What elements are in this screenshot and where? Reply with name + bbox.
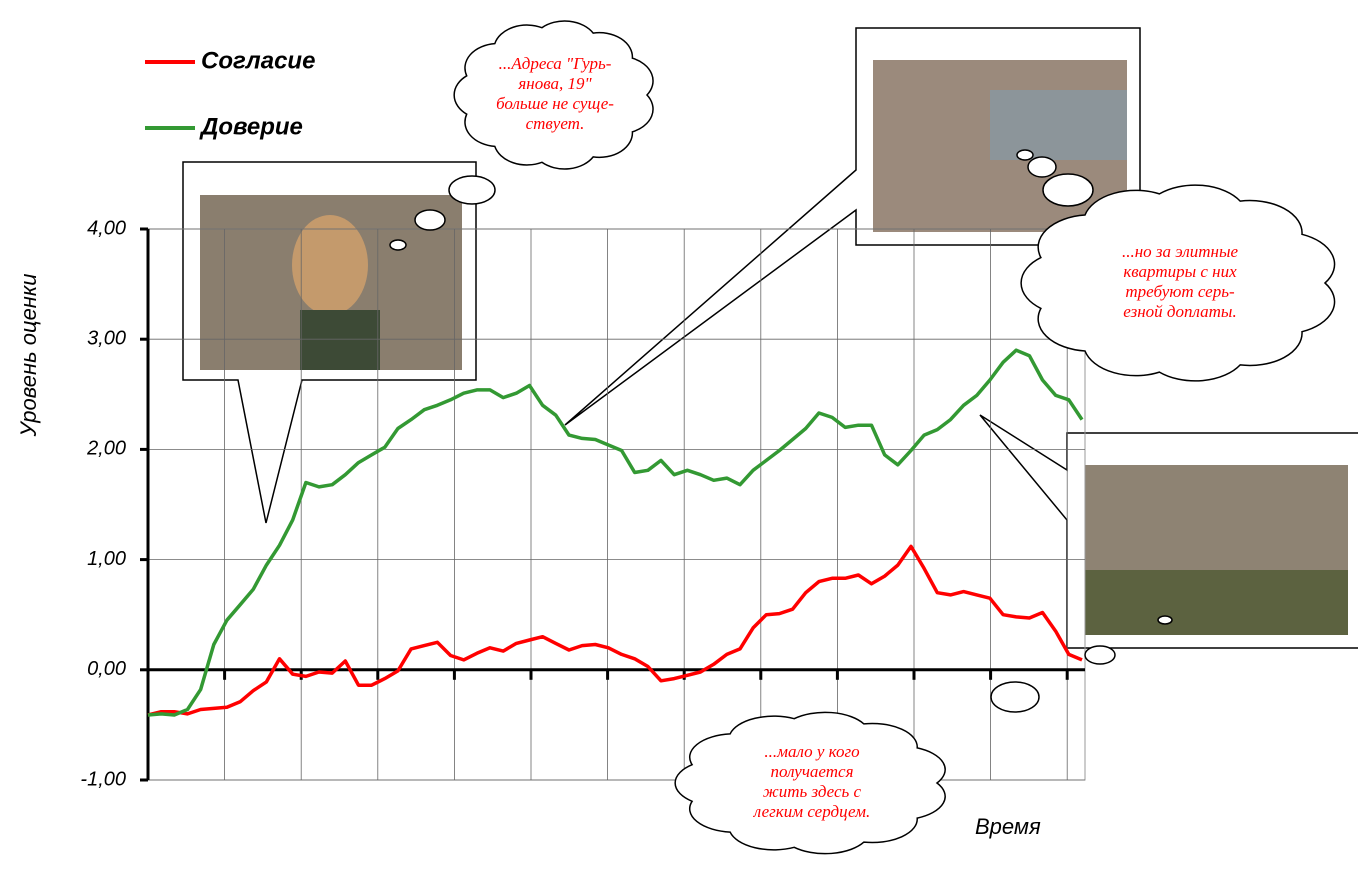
y-axis-label: Уровень оценки: [16, 273, 41, 437]
photo: [300, 310, 380, 370]
thought-bubble: [1042, 173, 1094, 207]
y-tick-label: 0,00: [87, 658, 126, 680]
annotation-text: езной доплаты.: [1123, 302, 1236, 321]
legend-label: Доверие: [199, 113, 303, 140]
photo: [1085, 570, 1348, 635]
y-tick-label: 1,00: [87, 548, 126, 570]
thought-bubble: [389, 239, 407, 251]
annotation-text: жить здесь с: [763, 782, 862, 801]
annotation-text: больше не суще-: [496, 94, 614, 113]
legend-label: Согласие: [201, 47, 315, 74]
y-tick-label: -1,00: [80, 768, 126, 790]
y-tick-label: 3,00: [87, 327, 126, 349]
photo: [292, 215, 368, 315]
y-tick-label: 4,00: [87, 217, 126, 239]
thought-bubble: [1027, 156, 1057, 178]
series-line: [147, 544, 1083, 717]
thought-bubble: [448, 175, 496, 205]
cloud: [453, 20, 654, 170]
annotation-text: ствует.: [526, 114, 585, 133]
annotation-text: получается: [771, 762, 854, 781]
clouds: ...Адреса "Гурь-янова, 19"больше не суще…: [389, 20, 1336, 855]
annotation-text: легким сердцем.: [753, 802, 870, 821]
y-tick-label: 2,00: [86, 438, 126, 460]
photo-callouts: [182, 27, 1358, 649]
thought-bubble: [1084, 645, 1116, 665]
annotation-text: требуют серь-: [1125, 282, 1235, 301]
annotation-text: ...мало у кого: [764, 742, 859, 761]
annotation-text: ...Адреса "Гурь-: [499, 54, 612, 73]
annotation-text: янова, 19": [517, 74, 592, 93]
x-axis-label: Время: [975, 814, 1041, 839]
photo: [990, 90, 1127, 160]
plot-area: -1,00 0,00 1,00 2,00 3,00 4,00: [80, 217, 1086, 790]
thought-bubble: [1016, 149, 1034, 161]
thought-bubble: [990, 681, 1040, 713]
thought-bubble: [414, 209, 446, 231]
thought-bubble: [1157, 615, 1173, 625]
annotation-text: ...но за элитные: [1122, 242, 1239, 261]
cloud: [674, 711, 946, 855]
cloud: [1020, 184, 1336, 382]
annotation-text: квартиры с них: [1123, 262, 1237, 281]
series-line: [147, 348, 1084, 717]
